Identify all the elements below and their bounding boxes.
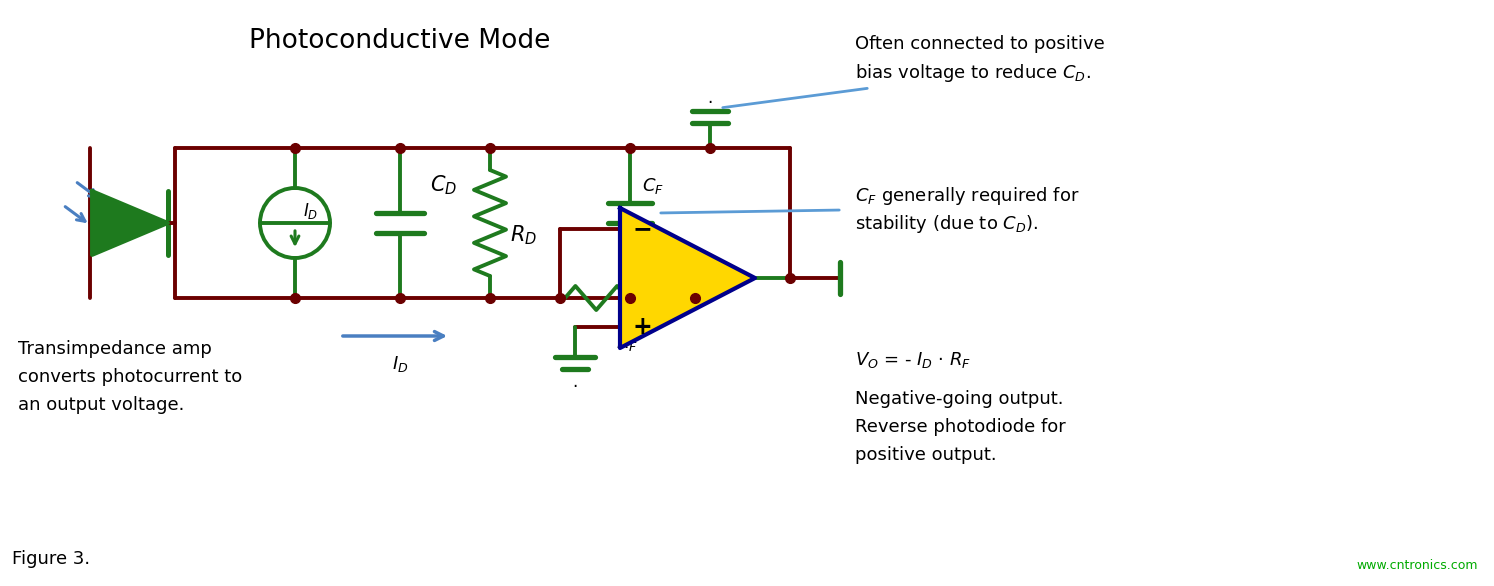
- Text: +: +: [632, 315, 651, 339]
- Text: www.cntronics.com: www.cntronics.com: [1357, 559, 1478, 572]
- Text: stability (due to $C_D$).: stability (due to $C_D$).: [855, 213, 1038, 235]
- Text: $I_D$: $I_D$: [391, 354, 408, 374]
- Text: Photoconductive Mode: Photoconductive Mode: [249, 28, 551, 54]
- Text: .: .: [707, 89, 713, 107]
- Text: bias voltage to reduce $C_D$.: bias voltage to reduce $C_D$.: [855, 62, 1091, 84]
- Polygon shape: [620, 208, 754, 348]
- Text: $C_F$ generally required for: $C_F$ generally required for: [855, 185, 1080, 207]
- Text: −: −: [632, 217, 651, 241]
- Text: $R_F$: $R_F$: [616, 333, 638, 353]
- Polygon shape: [93, 191, 167, 255]
- Text: Often connected to positive: Often connected to positive: [855, 35, 1104, 53]
- Text: Negative-going output.
Reverse photodiode for
positive output.: Negative-going output. Reverse photodiod…: [855, 390, 1065, 464]
- Text: Figure 3.: Figure 3.: [12, 550, 90, 568]
- Text: $C_F$: $C_F$: [642, 176, 663, 196]
- Text: .: .: [572, 373, 578, 391]
- Text: $V_O$ = - $I_D$ · $R_F$: $V_O$ = - $I_D$ · $R_F$: [855, 350, 971, 370]
- Text: Transimpedance amp
converts photocurrent to
an output voltage.: Transimpedance amp converts photocurrent…: [18, 340, 242, 414]
- Text: $I_D$: $I_D$: [303, 201, 318, 221]
- Text: $C_D$: $C_D$: [430, 173, 457, 197]
- Text: $R_D$: $R_D$: [509, 223, 536, 247]
